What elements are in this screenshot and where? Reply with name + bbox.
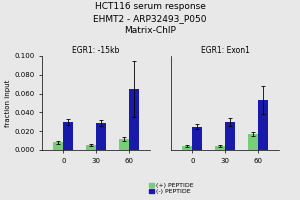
Text: HCT116 serum response
EHMT2 - ARP32493_P050
Matrix-ChIP: HCT116 serum response EHMT2 - ARP32493_P… (93, 2, 207, 35)
Bar (258, 100, 268, 150)
Title: EGR1: Exon1: EGR1: Exon1 (201, 46, 249, 55)
Title: EGR1: -15kb: EGR1: -15kb (72, 46, 120, 55)
Bar (119, 139, 129, 150)
Bar (182, 146, 192, 150)
Legend: (+) PEPTIDE, (-) PEPTIDE: (+) PEPTIDE, (-) PEPTIDE (148, 182, 194, 195)
Y-axis label: fraction input: fraction input (5, 79, 11, 127)
Bar (129, 89, 139, 150)
Bar (53, 142, 63, 150)
Bar (63, 122, 73, 150)
Bar (248, 134, 258, 150)
Bar (86, 145, 96, 150)
Bar (192, 127, 202, 150)
Bar (225, 122, 235, 150)
Bar (215, 146, 225, 150)
Bar (96, 123, 106, 150)
